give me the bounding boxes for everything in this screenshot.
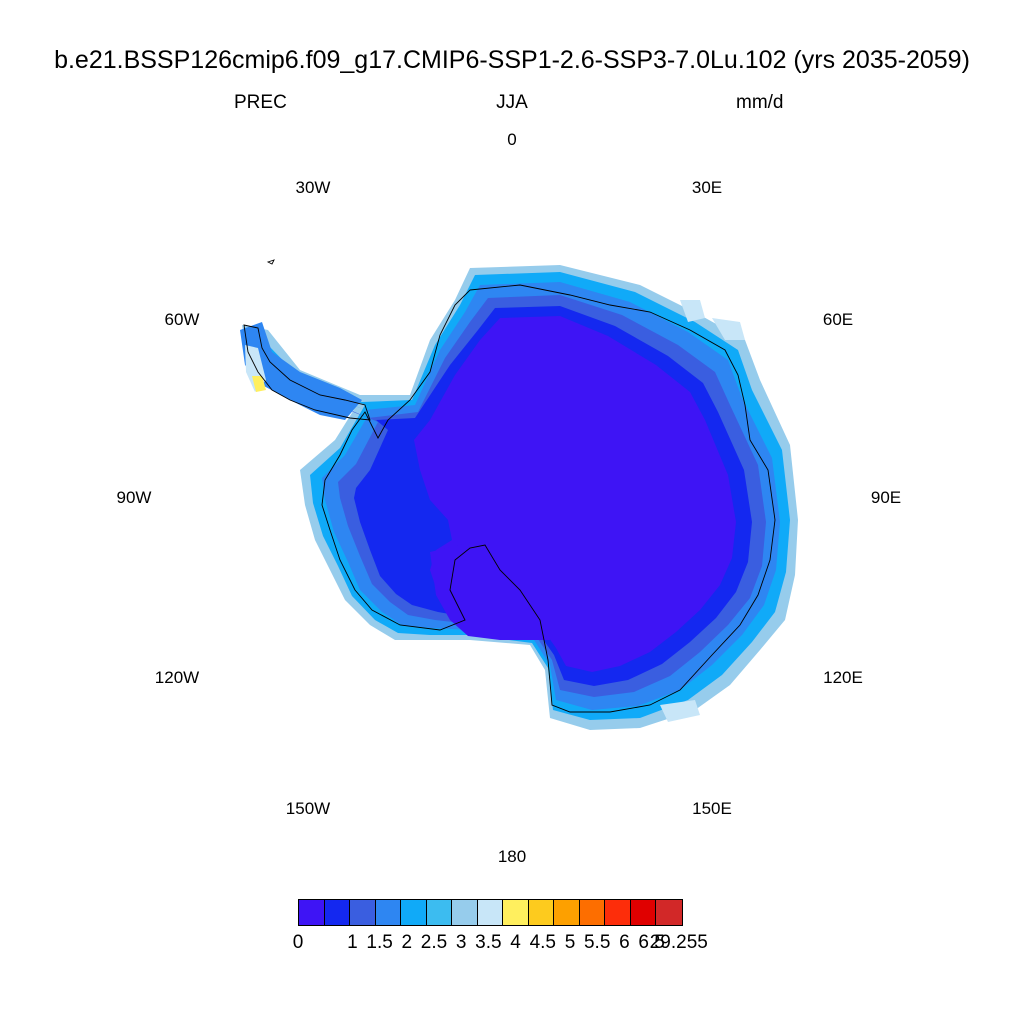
colorbar-swatch-5 <box>426 900 452 925</box>
lon-label-60w: 60W <box>164 310 200 329</box>
coastline-island <box>266 259 275 265</box>
colorbar-swatch-4 <box>401 900 427 925</box>
colorbar-label: 3 <box>455 932 467 953</box>
colorbar-swatch-2 <box>350 900 376 925</box>
lon-label-150w: 150W <box>285 799 331 818</box>
precip-field <box>240 265 798 730</box>
coastline-peninsula <box>243 324 371 421</box>
lon-label-180: 180 <box>497 847 527 866</box>
colorbar-label: 3.5 <box>475 932 502 953</box>
ross-shelf <box>430 540 550 640</box>
colorbar-label: 0 <box>292 932 304 953</box>
units-label: mm/d <box>736 92 784 113</box>
colorbar-label: 1.5 <box>366 932 393 953</box>
edge-cell-light-1 <box>680 300 705 322</box>
lon-label-150e: 150E <box>692 799 732 818</box>
colorbar-label: 4 <box>510 932 521 953</box>
lon-label-120w: 120W <box>154 668 200 687</box>
colorbar-swatch-1 <box>324 900 350 925</box>
colorbar-swatch-13 <box>630 900 656 925</box>
colorbar-label: 29.255 <box>649 932 708 953</box>
colorbar-swatch-6 <box>452 900 478 925</box>
colorbar-swatch-9 <box>528 900 554 925</box>
lon-label-90w: 90W <box>116 488 152 507</box>
colorbar-swatch-7 <box>477 900 503 925</box>
colorbar-swatch-11 <box>579 900 605 925</box>
colorbar-label: 6.5 <box>638 932 665 953</box>
lon-label-30w: 30W <box>295 178 331 197</box>
coastline <box>243 259 776 713</box>
peninsula-yellow-cell <box>252 376 266 392</box>
colorbar-label: 4.5 <box>529 932 557 953</box>
colorbar-swatch-10 <box>554 900 580 925</box>
colorbar-label: 2.5 <box>420 932 448 953</box>
colorbar-swatch-0 <box>299 900 325 925</box>
colorbar <box>298 899 683 926</box>
variable-label: PREC <box>234 92 287 113</box>
season-label: JJA <box>496 92 528 113</box>
lon-label-0: 0 <box>507 130 517 149</box>
coastline-main <box>321 284 776 713</box>
colorbar-label: 6 <box>619 932 630 953</box>
plot-title: b.e21.BSSP126cmip6.f09_g17.CMIP6-SSP1-2.… <box>54 46 970 74</box>
lon-label-60e: 60E <box>822 310 854 329</box>
colorbar-label: 2 <box>401 932 413 953</box>
edge-cell-light-3 <box>660 700 700 722</box>
lon-label-120e: 120E <box>823 668 863 687</box>
lon-label-30e: 30E <box>691 178 723 197</box>
colorbar-label: 5 <box>564 932 576 953</box>
colorbar-swatch-3 <box>375 900 401 925</box>
colorbar-label: 5.5 <box>583 932 611 953</box>
peninsula-band <box>240 322 362 420</box>
edge-cell-light-2 <box>712 318 745 340</box>
lon-label-90e: 90E <box>870 488 902 507</box>
colorbar-swatch-14 <box>656 900 682 925</box>
colorbar-swatch-8 <box>503 900 529 925</box>
colorbar-label: 1 <box>347 932 358 953</box>
colorbar-swatch-12 <box>605 900 631 925</box>
